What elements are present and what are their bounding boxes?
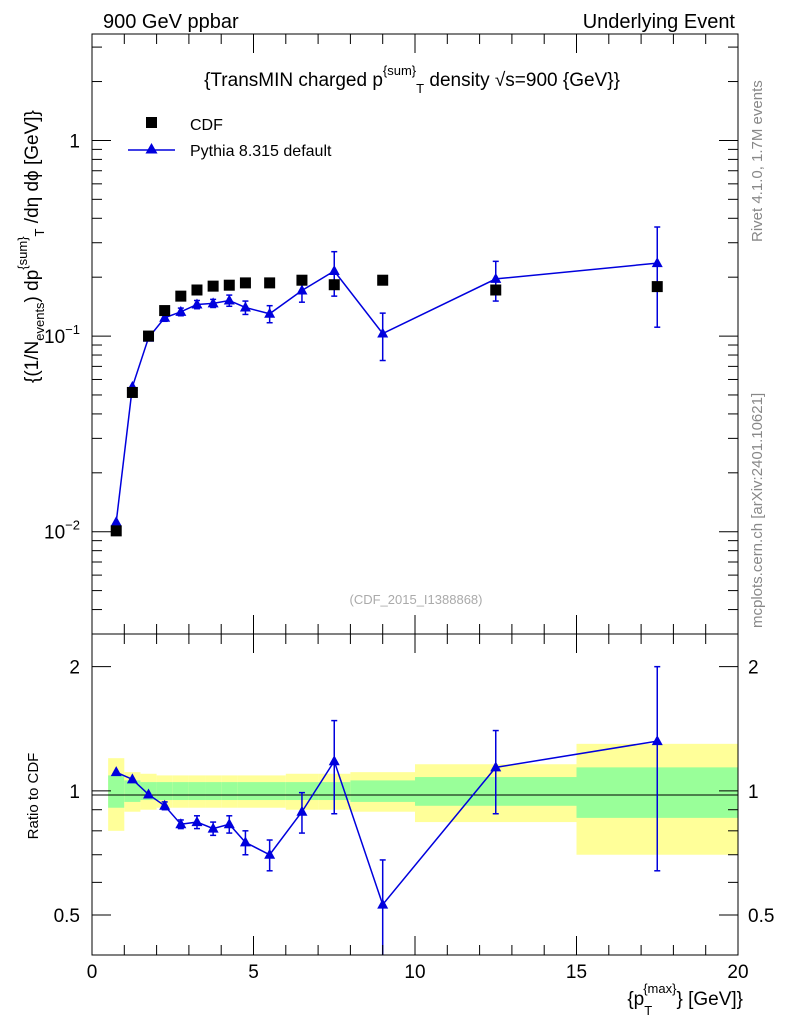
ratio-band-inner <box>237 782 254 801</box>
ratio-point <box>296 805 308 816</box>
mc-point <box>264 307 276 318</box>
x-tick-label: 0 <box>87 962 98 983</box>
mc-point <box>223 294 235 305</box>
ratio-ytick-label-right: 0.5 <box>748 906 774 927</box>
ratio-ytick-label-left: 0.5 <box>54 906 80 927</box>
mc-point <box>296 284 308 295</box>
ratio-band-inner <box>350 780 415 802</box>
cdf-point <box>651 281 663 293</box>
ratio-ytick-label-left: 2 <box>69 658 80 679</box>
x-tick-label: 5 <box>248 962 259 983</box>
ratio-panel: 0.5 0.51 12 20 5 10 15 20 Ratio to CDF {pT{max}… <box>25 633 774 1018</box>
ratio-band-inner <box>108 775 125 808</box>
cdf-point <box>143 330 155 342</box>
cdf-point <box>126 386 138 398</box>
main-ytick-label: 10−1 <box>44 322 80 348</box>
ratio-point <box>126 773 138 784</box>
mc-point <box>490 272 502 283</box>
cdf-point <box>175 290 187 302</box>
cdf-point <box>159 305 171 317</box>
ratio-point <box>159 799 171 810</box>
cdf-point <box>191 284 203 296</box>
cdf-point <box>239 277 251 289</box>
ratio-ylabel: Ratio to CDF <box>25 753 42 840</box>
ratio-point <box>490 761 502 772</box>
ratio-band-inner <box>253 782 286 801</box>
main-ytick-label: 1 <box>69 131 80 152</box>
ratio-point <box>175 818 187 829</box>
mcplots-label: mcplots.cern.ch [arXiv:2401.10621] <box>749 393 766 628</box>
chart-title: {TransMIN charged p{sum}T density √s=900… <box>204 63 620 96</box>
cdf-point <box>296 274 308 286</box>
ratio-band-inner <box>172 782 189 801</box>
ratio-ytick-label-left: 1 <box>69 782 80 803</box>
mc-point <box>651 257 663 268</box>
ratio-band-inner <box>221 782 238 801</box>
ratio-point <box>191 816 203 827</box>
analysis-watermark: (CDF_2015_I1388868) <box>350 592 483 607</box>
x-axis-label: {pT{max}} [GeV]} <box>627 981 743 1018</box>
ratio-band-inner <box>188 782 206 801</box>
ratio-band-inner <box>285 782 319 801</box>
ratio-point <box>264 848 276 859</box>
ratio-point <box>377 898 389 909</box>
ratio-band-inner <box>124 780 141 802</box>
legend-cdf-marker <box>146 117 157 128</box>
x-tick-label: 20 <box>727 962 748 983</box>
mc-point <box>191 298 203 309</box>
cdf-point <box>110 525 122 537</box>
ratio-band-inner <box>156 782 173 801</box>
header-left: 900 GeV ppbar <box>103 11 239 33</box>
cdf-point <box>223 279 235 291</box>
ratio-band-inner <box>205 782 222 801</box>
mc-point <box>328 265 340 276</box>
cdf-point <box>264 277 276 289</box>
cdf-point <box>207 280 219 292</box>
mc-point <box>175 305 187 316</box>
main-ytick-label: 10−2 <box>44 518 80 544</box>
cdf-point <box>490 284 502 296</box>
mc-point <box>207 297 219 308</box>
x-tick-label: 10 <box>404 962 425 983</box>
main-ylabel: {(1/Nevents) dp{sum}T /dη dϕ [GeV]} <box>15 110 47 383</box>
cdf-point <box>328 279 340 291</box>
ratio-point <box>143 788 155 799</box>
ratio-point <box>207 822 219 833</box>
ratio-point <box>328 755 340 766</box>
legend-cdf-label: CDF <box>190 117 223 134</box>
main-panel: 1 10−1 10−2 {TransMIN charged p{sum}T dens… <box>15 33 739 635</box>
ratio-point <box>239 836 251 847</box>
ratio-point <box>110 766 122 777</box>
header-right: Underlying Event <box>583 11 736 33</box>
ratio-point <box>223 818 235 829</box>
mc-point <box>159 311 171 322</box>
rivet-label: Rivet 4.1.0, 1.7M events <box>749 80 766 242</box>
mc-point <box>110 516 122 527</box>
cdf-point <box>377 274 389 286</box>
ratio-point <box>651 735 663 746</box>
ratio-ytick-label-right: 1 <box>748 782 759 803</box>
x-tick-label: 15 <box>566 962 587 983</box>
legend-mc-marker <box>145 143 158 154</box>
main-frame <box>91 33 739 635</box>
mc-point <box>377 327 389 338</box>
ratio-ytick-label-right: 2 <box>748 658 759 679</box>
mc-point <box>239 301 251 312</box>
legend-mc-label: Pythia 8.315 default <box>190 143 332 160</box>
